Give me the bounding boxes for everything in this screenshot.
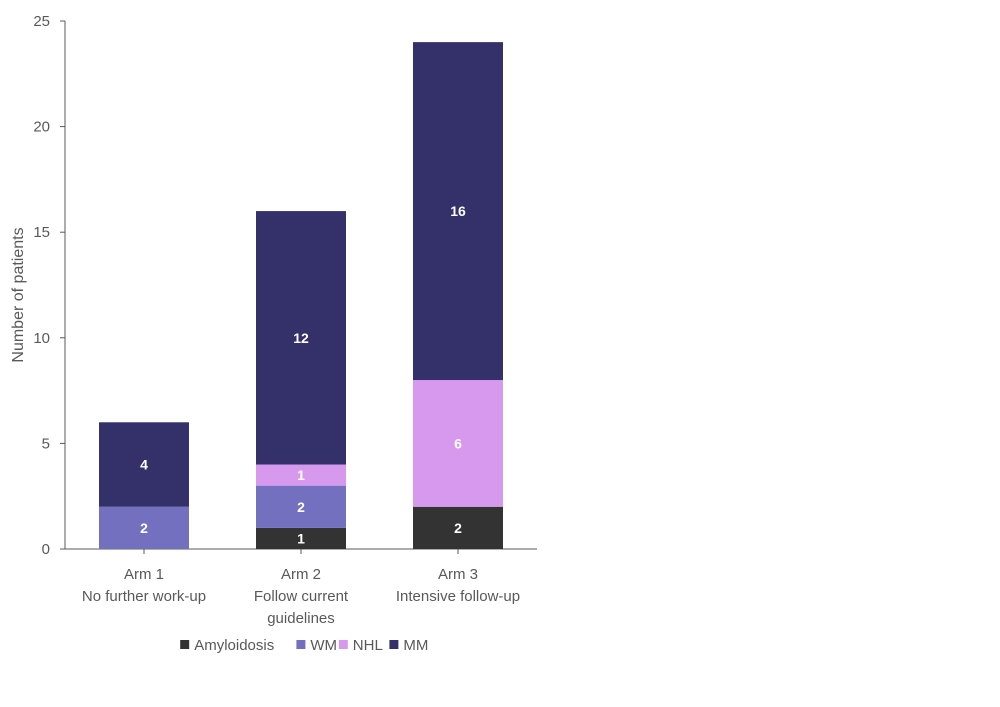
data-label: 1 <box>297 530 305 546</box>
bar-segment-wm <box>256 485 346 528</box>
data-label: 2 <box>297 499 305 515</box>
legend-swatch-wm <box>296 640 306 649</box>
data-label: 12 <box>293 330 309 346</box>
x-category-label: Follow current <box>254 588 349 605</box>
data-label: 4 <box>140 457 148 473</box>
y-tick-label: 25 <box>33 13 50 30</box>
y-tick-label: 20 <box>33 119 50 136</box>
data-label: 16 <box>450 203 466 219</box>
y-tick-label: 5 <box>42 435 50 452</box>
x-category-label: Arm 2 <box>281 566 321 583</box>
x-category-label: Arm 1 <box>124 566 164 583</box>
legend-label-amyloidosis: Amyloidosis <box>194 637 274 654</box>
data-label: 6 <box>454 435 462 451</box>
bar-segment-mm <box>99 422 189 507</box>
legend-label-wm: WM <box>310 637 337 654</box>
bar-segment-nhl <box>256 464 346 486</box>
y-axis-title: Number of patients <box>10 227 27 362</box>
data-label: 2 <box>140 520 148 536</box>
legend-swatch-amyloidosis <box>180 640 190 649</box>
bar-segment-amyloidosis <box>256 527 346 549</box>
x-category-label: No further work-up <box>82 588 206 605</box>
x-category-label: guidelines <box>267 610 335 627</box>
legend-swatch-mm <box>389 640 399 649</box>
data-label: 2 <box>454 520 462 536</box>
x-category-label: Intensive follow-up <box>396 588 520 605</box>
data-label: 1 <box>297 467 305 483</box>
bar-segment-nhl <box>413 380 503 507</box>
bar-segment-mm <box>256 211 346 465</box>
y-tick-label: 0 <box>42 541 50 558</box>
x-category-label: Arm 3 <box>438 566 478 583</box>
bar-segment-mm <box>413 42 503 381</box>
y-tick-label: 15 <box>33 224 50 241</box>
legend-swatch-nhl <box>338 640 348 649</box>
y-tick-label: 10 <box>33 330 50 347</box>
bar-segment-amyloidosis <box>413 506 503 549</box>
legend-label-nhl: NHL <box>353 637 383 654</box>
legend-label-mm: MM <box>403 637 428 654</box>
bar-segment-wm <box>99 506 189 549</box>
